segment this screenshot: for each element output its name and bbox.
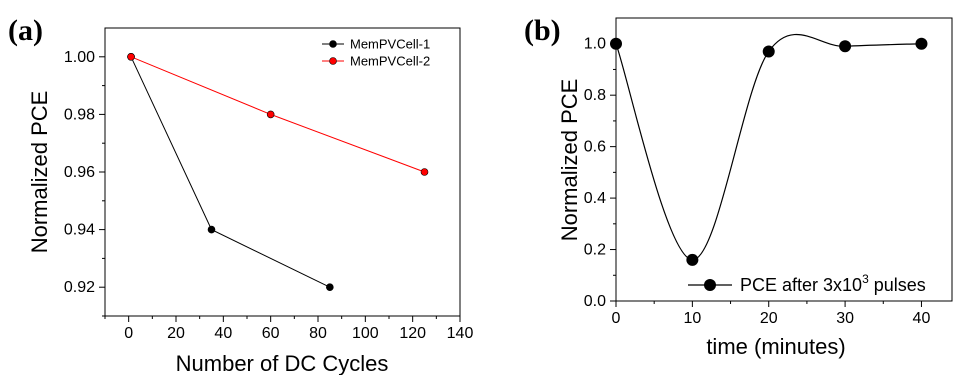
plot-frame-a [104,27,461,317]
x-axis-title-a: Number of DC Cycles [176,351,389,375]
x-tick-label-b: 10 [683,310,701,327]
legend-marker-a-2 [329,57,337,65]
y-tick-label-a: 0.98 [64,106,95,123]
legend-label-b: PCE after 3x103 pulses [740,272,926,295]
chart-a: 0 20 40 60 80 100 120 140 0.92 0.94 0.96 0.98 1.00 M… [27,27,474,375]
x-tick-label-a: 80 [309,325,327,342]
data-point-b [762,45,775,58]
legend-label-a-1: MemPVCell-1 [350,37,430,52]
data-point-b [610,37,622,50]
panel-label-b: (b) [524,14,561,47]
data-point-a-2 [420,168,429,176]
series-group-b [610,33,928,266]
legend-marker-b [704,279,716,291]
chart-b: 0 10 20 30 40 0.0 0.2 0.4 0.6 0.8 1.0 PCE after 3x… [557,17,953,359]
tick-group-a: 0 20 40 60 80 100 120 140 0.92 0.94 0.96 0.98 1.00 [64,49,474,342]
x-tick-label-a: 40 [214,325,232,342]
x-tick-label-b: 40 [913,310,931,327]
legend-a: MemPVCell-1 MemPVCell-2 [322,37,430,69]
y-tick-label-a: 1.00 [64,49,95,66]
y-tick-label-b: 0.2 [584,242,606,259]
legend-label-a-2: MemPVCell-2 [350,54,430,69]
data-point-a-2 [266,110,275,119]
data-point-b [915,37,928,50]
y-tick-label-a: 0.92 [64,279,95,296]
data-point-a-1 [207,225,216,234]
x-tick-label-a: 0 [124,325,133,342]
legend-label-b-main: PCE after 3x10 [740,275,862,295]
x-tick-label-b: 20 [760,310,778,327]
x-tick-label-a: 60 [262,325,280,342]
series-group-a [127,52,429,292]
y-tick-label-b: 0.8 [584,87,606,104]
x-tick-label-a: 140 [447,325,474,342]
panel-label-a: (a) [8,14,43,47]
data-point-a-1 [326,283,334,292]
data-point-a-2 [127,52,135,61]
series-curve-b [615,33,922,261]
data-point-b [686,253,699,266]
y-axis-title-b: Normalized PCE [557,79,582,242]
y-tick-label-b: 0.6 [584,139,606,156]
series-line-a-2 [130,56,425,173]
plot-frame-b [615,17,953,302]
x-tick-label-b: 30 [836,310,854,327]
y-tick-label-a: 0.94 [64,222,95,239]
y-tick-label-a: 0.96 [64,164,95,181]
tick-group-b: 0 10 20 30 40 0.0 0.2 0.4 0.6 0.8 1.0 [584,36,931,327]
x-tick-label-a: 100 [352,325,379,342]
y-tick-label-b: 0.4 [584,190,606,207]
legend-marker-a-1 [329,40,337,48]
legend-label-b-suffix: pulses [869,275,926,295]
legend-label-b-superscript: 3 [862,272,869,286]
legend-b: PCE after 3x103 pulses [688,272,926,295]
series-line-a-1 [130,56,331,288]
x-tick-label-a: 20 [167,325,185,342]
x-tick-label-a: 120 [399,325,426,342]
y-axis-title-a: Normalized PCE [27,91,52,254]
y-tick-label-b: 0.0 [584,293,606,310]
y-tick-label-b: 1.0 [584,36,606,53]
data-point-b [839,40,852,53]
x-tick-label-b: 0 [612,310,621,327]
x-axis-title-b: time (minutes) [706,334,845,359]
